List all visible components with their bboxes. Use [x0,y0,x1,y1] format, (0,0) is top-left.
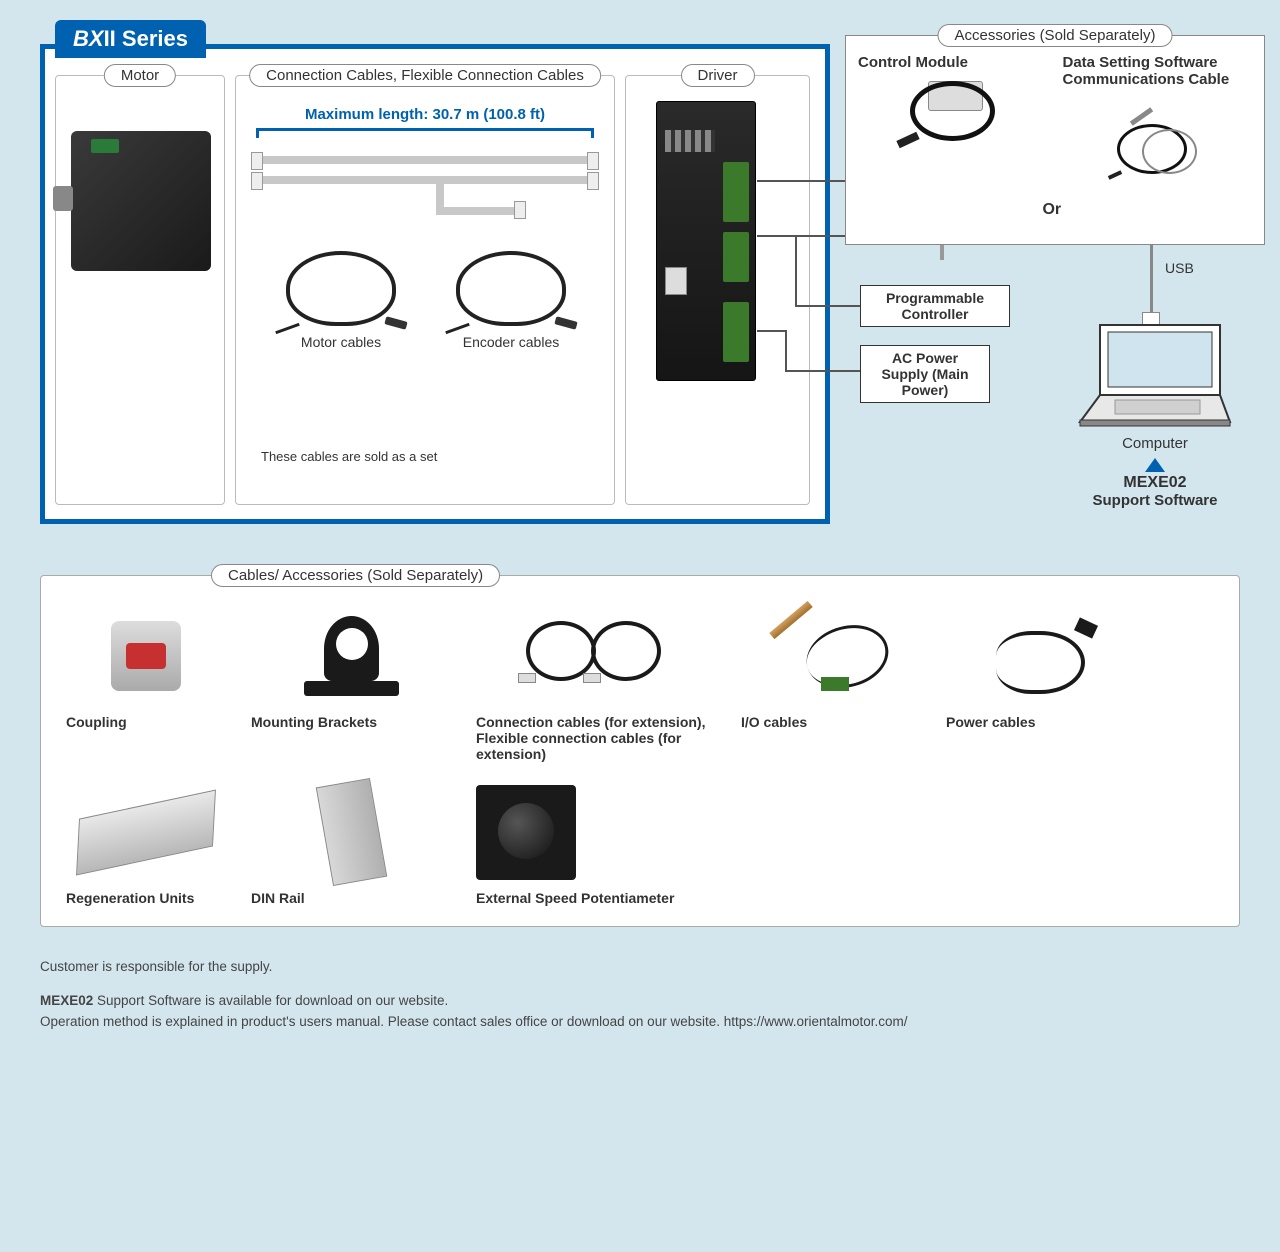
control-module-icon [908,81,998,171]
software-sub: Support Software [1060,492,1250,509]
terminal-icon [723,232,749,282]
wire-icon [757,330,787,332]
ds-probe-icon [1130,107,1153,125]
driver-panel: Driver [625,75,810,505]
io-cable-icon [766,616,896,696]
wire-icon [795,235,797,305]
module-cable-icon [910,81,995,141]
grid-item-power-cables: Power cables [946,606,1126,730]
power-cables-label: Power cables [946,714,1126,730]
usb-label: USB [1165,260,1194,276]
cable-loop-icon [286,251,396,326]
motor-label: Motor [104,64,176,87]
series-prefix: BX [73,26,104,51]
cable-line-icon [256,156,594,164]
footer-line2b: Support Software is available for downlo… [93,993,448,1008]
cable-split-icon [436,180,516,215]
cable-loop-icon [456,251,566,326]
io-cables-label: I/O cables [741,714,921,730]
grid-item-regen: Regeneration Units [66,782,226,906]
computer-block: Computer MEXE02 Support Software [1060,320,1250,509]
cables-panel: Connection Cables, Flexible Connection C… [235,75,615,505]
terminal-icon [723,302,749,362]
terminal-icon [723,162,749,222]
grid-item-pot: External Speed Potentiameter [476,782,921,906]
wire-icon [795,305,860,307]
laptop-icon [1070,320,1240,430]
regen-label: Regeneration Units [66,890,226,906]
encoder-cables-label: Encoder cables [446,334,576,350]
coupling-icon [111,621,181,691]
data-setting-col: Data Setting Software Communications Cab… [1063,54,1253,236]
wire-icon [757,180,857,182]
data-setting-title: Data Setting Software Communications Cab… [1063,54,1253,88]
series-suffix: Series [122,26,188,51]
accessories-grid-panel: Cables/ Accessories (Sold Separately) Co… [40,575,1240,927]
footer-line1: Customer is responsible for the supply. [40,957,1240,977]
power-cable-icon [976,616,1096,696]
length-bracket-icon [256,128,594,138]
wire-icon [940,245,944,260]
motor-panel: Motor [55,75,225,505]
control-module-col: Control Module [858,54,1048,236]
max-length-text: Maximum length: 30.7 m (100.8 ft) [236,106,614,123]
wire-icon [757,235,857,237]
usb-wire-icon [1150,245,1153,315]
grid-item-brackets: Mounting Brackets [251,606,451,730]
encoder-cables-item: Encoder cables [446,251,576,350]
bracket-icon [304,616,399,696]
potentiometer-icon [476,785,576,880]
wire-icon [785,370,860,372]
accessories-box: Accessories (Sold Separately) Control Mo… [845,35,1265,245]
pot-label: External Speed Potentiameter [476,890,921,906]
regen-icon [76,789,216,875]
computer-label: Computer [1060,435,1250,452]
grid-item-conn-cables: Connection cables (for extension), Flexi… [476,606,716,762]
cable-line-icon [256,176,594,184]
cables-label: Connection Cables, Flexible Connection C… [249,64,601,87]
ac-power-box: AC Power Supply (Main Power) [860,345,990,403]
driver-icon [656,101,756,381]
grid-item-coupling: Coupling [66,606,226,730]
accessories-label: Accessories (Sold Separately) [938,24,1173,47]
control-module-title: Control Module [858,54,1048,71]
series-badge: BXII Series [55,20,206,58]
footer-line2: MEXE02 Support Software is available for… [40,991,1240,1032]
footer-software-name: MEXE02 [40,993,93,1008]
arrow-up-icon [1145,458,1165,472]
or-text: Or [1042,201,1061,219]
motor-cables-label: Motor cables [276,334,406,350]
wire-icon [785,330,787,370]
series-roman: II [104,26,116,51]
connector-icon [665,267,687,295]
grid-label: Cables/ Accessories (Sold Separately) [211,564,500,587]
din-rail-icon [315,778,387,886]
grid-item-io-cables: I/O cables [741,606,921,730]
dual-cable-icon [521,616,671,696]
motor-icon [71,131,211,271]
data-setting-icon [1112,94,1202,184]
footer-notes: Customer is responsible for the supply. … [40,957,1240,1032]
motor-cables-item: Motor cables [276,251,406,350]
driver-label: Driver [681,64,755,87]
grid-item-din: DIN Rail [251,782,451,906]
brackets-label: Mounting Brackets [251,714,451,730]
din-label: DIN Rail [251,890,451,906]
coupling-label: Coupling [66,714,226,730]
software-name: MEXE02 [1060,474,1250,492]
ds-loop-icon [1142,129,1197,174]
cables-note: These cables are sold as a set [261,449,437,464]
system-diagram: BXII Series Motor Connection Cables, Fle… [20,20,1260,550]
programmable-controller-box: Programmable Controller [860,285,1010,327]
footer-line3: Operation method is explained in product… [40,1014,908,1029]
conn-cables-label: Connection cables (for extension), Flexi… [476,714,716,762]
